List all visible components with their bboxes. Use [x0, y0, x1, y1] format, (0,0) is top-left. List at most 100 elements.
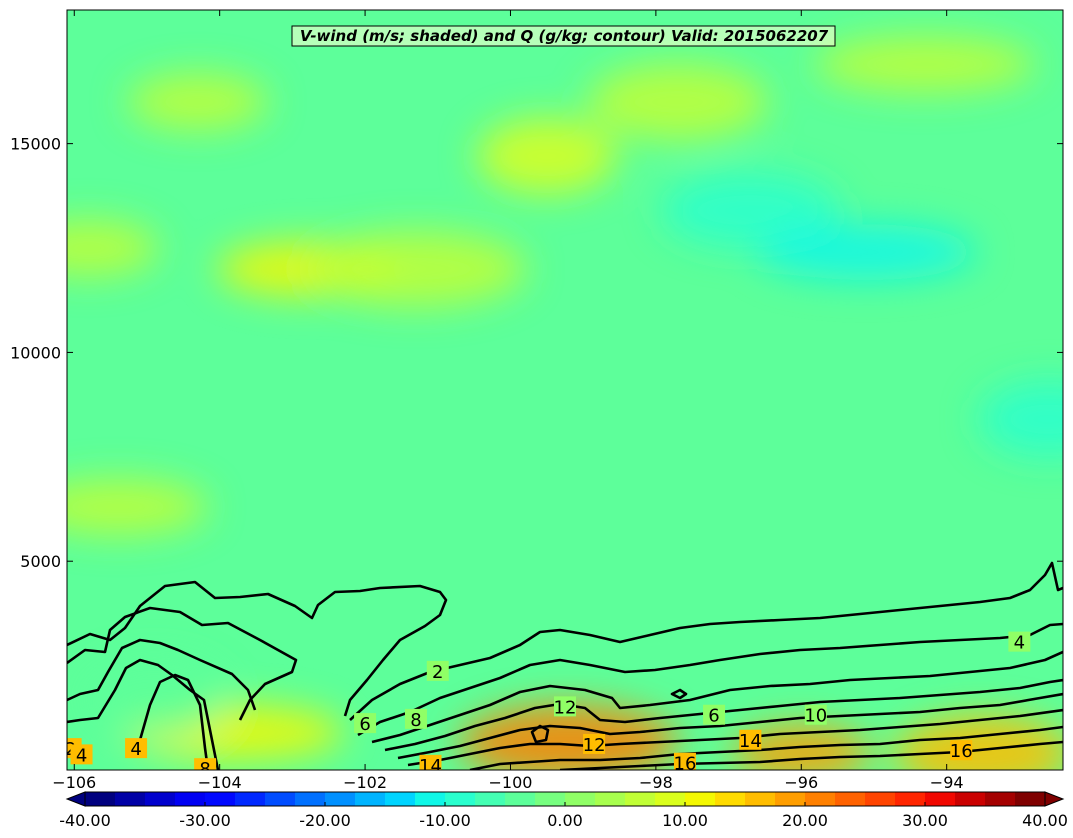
contour-label: 6 — [359, 714, 370, 735]
colorbar-swatch — [625, 792, 656, 806]
colorbar-swatch — [925, 792, 956, 806]
contour-label: 8 — [410, 710, 421, 731]
x-tick-label: −106 — [52, 773, 96, 792]
q-contour-2-main — [349, 561, 1063, 721]
contour-label: 16 — [950, 741, 973, 762]
colorbar-tick-label: -20.00 — [299, 811, 351, 830]
contour-label: 10 — [804, 706, 827, 727]
shaded-region — [305, 230, 526, 307]
contour-label: 16 — [674, 754, 697, 775]
colorbar-swatch — [565, 792, 596, 806]
y-tick-label: 5000 — [20, 552, 61, 571]
contour-label-bg — [583, 733, 606, 754]
colorbar-swatch — [685, 792, 716, 806]
x-tick-label: −98 — [639, 773, 673, 792]
colorbar-tick-label: 20.00 — [782, 811, 828, 830]
contour-label: 4 — [76, 745, 87, 766]
q-contour-2 — [67, 580, 448, 717]
colorbar-swatch — [955, 792, 986, 806]
contour-label: 8 — [199, 759, 210, 780]
q-contour-12-main — [407, 708, 1063, 767]
colorbar-swatch — [1015, 792, 1046, 806]
q-contour-small-ring-2 — [670, 688, 688, 700]
shaded-region — [67, 220, 159, 277]
colorbar-swatch — [715, 792, 746, 806]
colorbar-tick-label: 10.00 — [662, 811, 708, 830]
contour-label-bg — [419, 754, 442, 770]
contour-label: 6 — [708, 706, 719, 727]
q-contour-8-main — [384, 678, 1063, 752]
q-contour-14-main — [469, 725, 1063, 770]
contour-label: 2 — [432, 662, 443, 683]
colorbar-swatch — [475, 792, 506, 806]
contour-label-bg — [703, 704, 726, 725]
q-contour-16-main — [559, 740, 1063, 770]
q-contour-10-main — [397, 692, 1063, 760]
colorbar-swatch — [835, 792, 866, 806]
x-tick-label: −94 — [930, 773, 964, 792]
q-contour-4-main — [357, 622, 1063, 737]
shaded-region — [587, 63, 768, 140]
title-box: V-wind (m/s; shaded) and Q (g/kg; contou… — [291, 25, 836, 47]
colorbar-swatch — [85, 792, 116, 806]
colorbar-tick-label: 0.00 — [547, 811, 583, 830]
colorbar-swatch — [325, 792, 356, 806]
shaded-region — [893, 715, 1063, 770]
shaded-region — [978, 381, 1063, 458]
colorbar-swatch — [505, 792, 536, 806]
x-tick-label: −96 — [784, 773, 818, 792]
colorbar-swatch — [115, 792, 146, 806]
q-contour-8-left — [67, 658, 220, 770]
colorbar-tick-label: 40.00 — [1022, 811, 1068, 830]
colorbar-tick-label: 30.00 — [902, 811, 948, 830]
contour-label-bg — [673, 752, 696, 770]
contour-label-bg — [804, 704, 827, 725]
colorbar: -40.00 -30.00 -20.00 -10.00 0.00 10.00 20.00 30… — [59, 791, 1068, 830]
axis-ticks: −106 −104 −102 −100 −98 −96 −94 5000 10000 15000 — [10, 10, 1063, 792]
q-contour-6 — [67, 638, 257, 711]
colorbar-tick-label: -40.00 — [59, 811, 111, 830]
contour-label-bg — [1008, 631, 1031, 652]
q-contour-10-left — [138, 673, 210, 770]
colorbar-swatch — [385, 792, 416, 806]
contour-label-bg — [950, 740, 973, 761]
contour-label-bg — [554, 696, 576, 717]
q-contour-small-ring — [530, 724, 550, 744]
colorbar-swatch — [745, 792, 776, 806]
x-tick-label: −104 — [198, 773, 242, 792]
contour-label-bg — [426, 660, 449, 681]
colorbar-extend-low — [65, 791, 86, 807]
colorbar-swatch — [415, 792, 446, 806]
y-tick-label: 15000 — [10, 135, 61, 154]
colorbar-swatch — [235, 792, 266, 806]
shaded-region — [67, 478, 208, 535]
colorbar-swatch — [265, 792, 296, 806]
contour-label: 12 — [554, 697, 577, 718]
shaded-region — [756, 224, 977, 281]
x-tick-label: −100 — [488, 773, 532, 792]
contour-label-bg — [125, 738, 148, 759]
contour-label: 4 — [130, 739, 141, 760]
colorbar-swatch — [895, 792, 926, 806]
y-tick-label: 10000 — [10, 343, 61, 362]
contour-label: 14 — [419, 756, 442, 777]
colorbar-tick-label: -10.00 — [419, 811, 471, 830]
colorbar-extend-high — [1044, 791, 1065, 807]
colorbar-swatch — [535, 792, 566, 806]
q-contours — [67, 561, 1063, 770]
contour-label-bg — [194, 758, 217, 770]
colorbar-swatch — [775, 792, 806, 806]
colorbar-swatch — [985, 792, 1016, 806]
colorbar-tick-label: -30.00 — [179, 811, 231, 830]
x-tick-label: −102 — [343, 773, 387, 792]
contour-label: 12 — [583, 735, 606, 756]
shaded-region — [127, 73, 268, 130]
contour-labels: 42681261012141416162448 — [67, 631, 1031, 780]
shaded-region — [476, 118, 617, 195]
colorbar-swatch — [865, 792, 896, 806]
contour-label-bg — [70, 744, 93, 765]
colorbar-swatch — [445, 792, 476, 806]
colorbar-swatch — [655, 792, 686, 806]
shaded-region — [814, 36, 1035, 93]
